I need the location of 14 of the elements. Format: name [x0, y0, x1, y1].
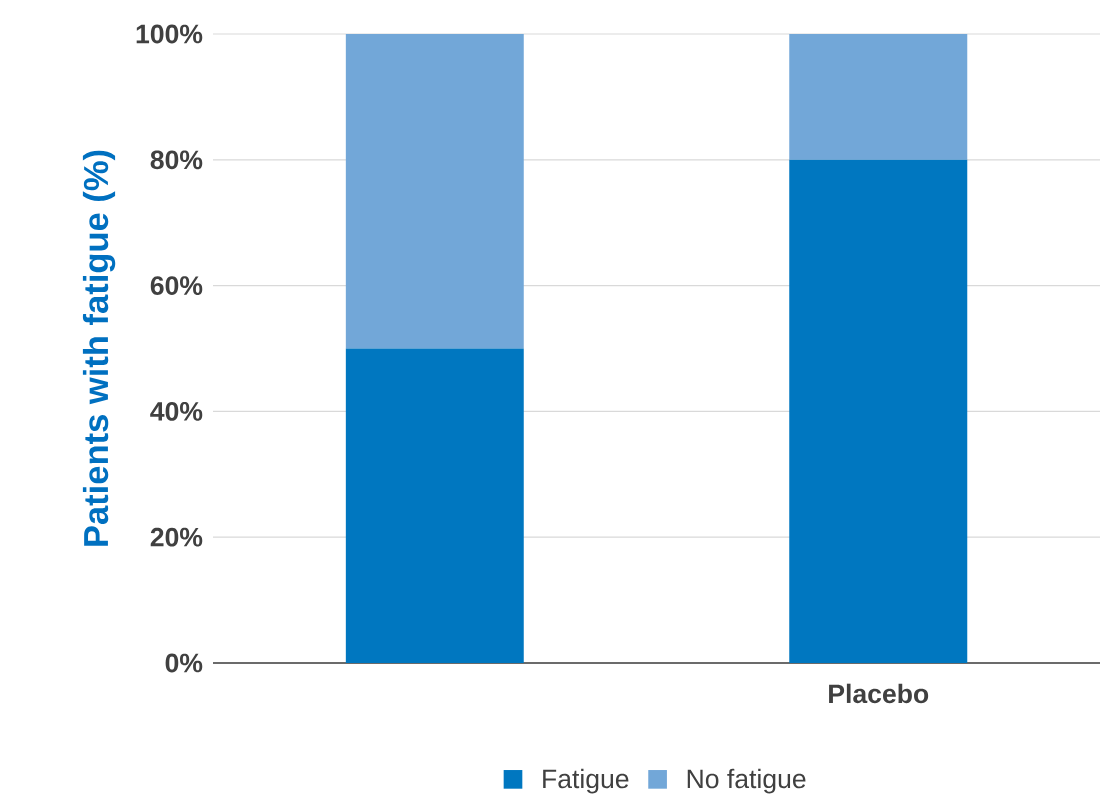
y-tick-label: 20% — [150, 527, 203, 547]
legend-label: Fatigue — [543, 768, 629, 794]
x-tick-label: Placebo — [829, 683, 929, 704]
bar — [789, 33, 968, 160]
y-tick-label: 60% — [150, 276, 203, 295]
y-tick-label: 80% — [150, 150, 203, 170]
y-tick-label: 0% — [165, 653, 203, 673]
bar — [345, 33, 524, 349]
legend-label: No fatigue — [687, 768, 806, 794]
y-axis-title: Patients with fatigue (%) — [82, 150, 116, 546]
bar — [789, 159, 968, 663]
y-tick-label: 40% — [150, 402, 203, 421]
y-tick-label: 100% — [136, 24, 203, 44]
bar — [345, 348, 524, 663]
